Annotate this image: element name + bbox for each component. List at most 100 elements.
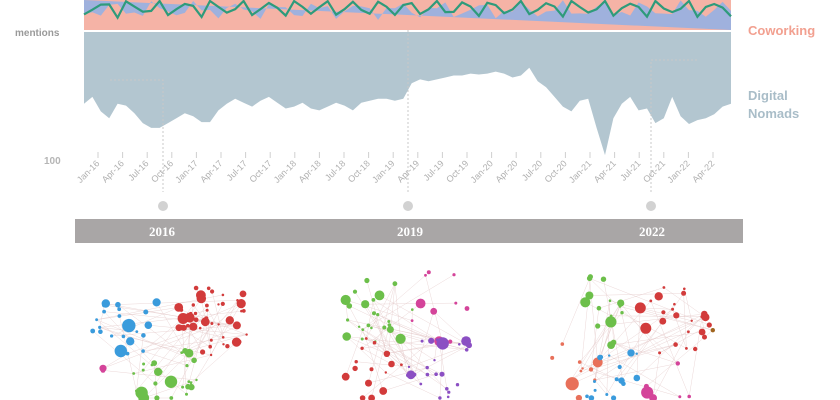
network-edge xyxy=(211,324,219,341)
network-node xyxy=(209,353,213,357)
network-node xyxy=(446,395,450,399)
network-node xyxy=(395,333,406,344)
network-node xyxy=(410,319,414,322)
network-edge xyxy=(606,328,647,395)
network-node xyxy=(372,340,377,345)
network-edge xyxy=(362,340,423,349)
network-edge xyxy=(371,324,390,399)
network-node xyxy=(693,346,698,352)
network-node xyxy=(608,354,611,357)
network-node xyxy=(175,324,183,332)
network-edge xyxy=(589,278,710,326)
network-node xyxy=(387,323,392,327)
network-edge xyxy=(385,372,441,399)
network-edge xyxy=(127,327,201,354)
network-edge xyxy=(609,300,713,331)
network-node xyxy=(617,364,622,370)
network-node xyxy=(359,395,366,400)
network-node xyxy=(425,372,430,377)
network-node xyxy=(191,303,195,307)
network-edge xyxy=(609,355,680,398)
network-node xyxy=(164,375,178,388)
network-node xyxy=(683,287,686,291)
network-edge xyxy=(379,295,470,346)
network-node xyxy=(196,293,206,304)
top-stream-bands xyxy=(83,0,732,32)
network-edge xyxy=(650,300,690,397)
network-node xyxy=(605,316,617,328)
network-node xyxy=(430,307,438,315)
network-edge xyxy=(652,331,689,399)
network-node xyxy=(141,333,146,338)
y-axis-label: mentions xyxy=(15,28,60,39)
network-node xyxy=(419,382,423,386)
year-label-2016: 2016 xyxy=(149,224,176,239)
digital-nomads-area xyxy=(84,32,731,156)
network-edge xyxy=(636,307,641,379)
network-node xyxy=(151,360,158,366)
network-edge xyxy=(366,280,388,354)
network-node xyxy=(433,359,436,362)
network-edge xyxy=(211,291,224,338)
network-node xyxy=(425,365,429,370)
network-node xyxy=(407,365,411,369)
network-node xyxy=(110,334,114,338)
network-edge xyxy=(590,308,600,370)
x-tick-label: Oct-19 xyxy=(444,158,470,184)
network-edge xyxy=(383,373,437,392)
x-tick-label: Jan-16 xyxy=(75,158,102,185)
network-node xyxy=(640,322,652,334)
network-2022 xyxy=(550,274,715,400)
network-edge xyxy=(571,313,705,380)
network-node xyxy=(658,351,662,355)
network-node xyxy=(98,329,103,335)
network-edge xyxy=(412,344,470,376)
network-edge xyxy=(368,367,428,384)
network-node xyxy=(580,297,591,308)
callout-dot xyxy=(403,201,413,211)
network-node xyxy=(236,299,246,309)
network-node xyxy=(360,346,364,350)
network-node xyxy=(585,291,594,300)
network-node xyxy=(588,395,595,400)
network-node xyxy=(605,393,609,396)
network-edge xyxy=(582,302,621,369)
x-tick-label: Apr-16 xyxy=(100,158,126,184)
network-node xyxy=(342,332,352,341)
network-node xyxy=(387,320,391,323)
network-edge xyxy=(345,299,413,321)
network-node xyxy=(135,386,148,399)
network-node xyxy=(424,273,427,277)
network-node xyxy=(454,301,458,305)
legend-coworking: Coworking xyxy=(748,23,815,38)
network-edge xyxy=(659,344,676,354)
network-node xyxy=(142,362,146,366)
year-bar-background xyxy=(75,219,743,243)
network-node xyxy=(195,378,198,382)
network-node xyxy=(187,380,191,383)
network-edge xyxy=(361,303,421,349)
x-tick-label: Oct-18 xyxy=(346,158,372,184)
network-node xyxy=(386,326,394,333)
network-edge xyxy=(377,314,415,375)
x-tick-label: Apr-22 xyxy=(690,158,716,184)
network-edge xyxy=(377,314,432,342)
network-node xyxy=(621,381,626,387)
network-edge xyxy=(582,316,706,369)
network-node xyxy=(659,317,667,325)
network-node xyxy=(222,343,225,346)
network-node xyxy=(185,364,189,368)
x-tick-label: Oct-16 xyxy=(149,158,175,184)
network-node xyxy=(560,342,565,346)
network-node xyxy=(673,302,676,306)
network-node xyxy=(550,355,555,360)
network-node xyxy=(245,333,248,336)
network-node xyxy=(678,395,682,399)
network-edge xyxy=(433,311,467,342)
network-node xyxy=(241,309,246,313)
network-edge xyxy=(111,325,237,337)
network-node xyxy=(611,395,617,400)
network-node xyxy=(673,312,680,319)
network-edge xyxy=(156,302,186,352)
network-edge xyxy=(613,342,678,364)
